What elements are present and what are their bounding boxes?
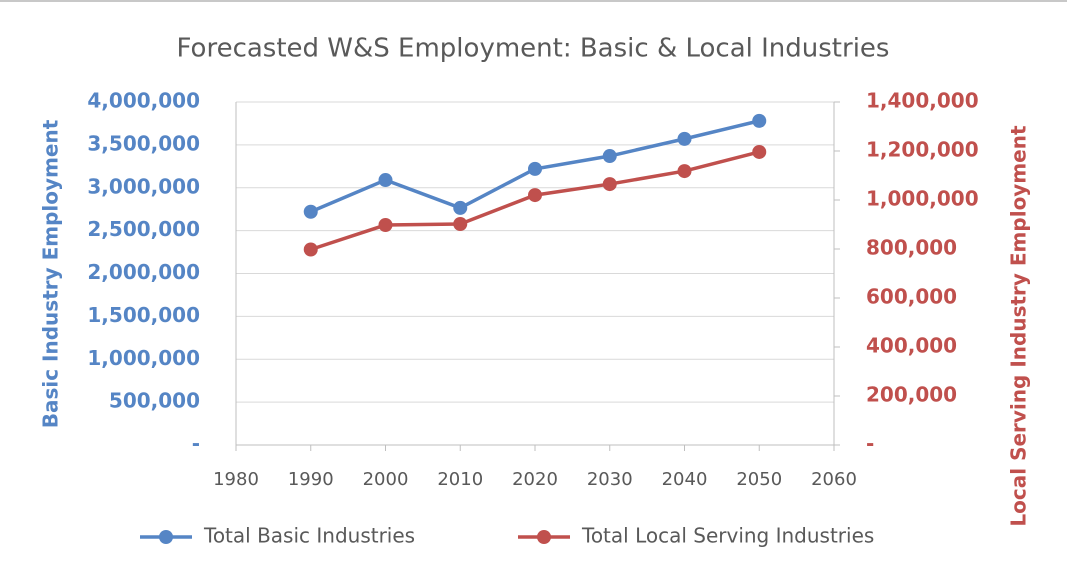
data-point <box>528 188 542 203</box>
x-tick-label: 2020 <box>512 469 558 490</box>
y2-axis-title: Local Serving Industry Employment <box>1007 125 1031 527</box>
data-point <box>602 177 617 192</box>
data-point <box>378 217 393 232</box>
y2-tick-label: 400,000 <box>866 334 957 358</box>
y-tick-label: 3,000,000 <box>87 174 200 198</box>
x-tick-label: 2050 <box>736 469 782 490</box>
y-tick-label: 1,500,000 <box>87 303 200 327</box>
y-tick-label: 2,000,000 <box>87 260 200 284</box>
x-tick-label: 2030 <box>587 469 633 490</box>
y2-tick-label: 600,000 <box>866 285 957 309</box>
y-tick-label: 500,000 <box>109 389 200 413</box>
x-tick-label: 1980 <box>213 469 259 490</box>
data-point <box>677 131 692 146</box>
legend-label: Total Basic Industries <box>203 524 415 548</box>
x-tick-label: 2040 <box>662 469 708 490</box>
legend-marker <box>159 530 173 544</box>
y2-tick-label: - <box>866 432 874 456</box>
y2-tick-label: 200,000 <box>866 383 957 407</box>
y2-tick-label: 1,000,000 <box>866 187 979 211</box>
legend-marker <box>537 530 551 544</box>
y-tick-label: - <box>192 432 200 456</box>
data-point <box>303 242 318 257</box>
data-point <box>378 173 393 188</box>
data-point <box>752 113 767 128</box>
data-point <box>303 204 318 219</box>
chart-title: Forecasted W&S Employment: Basic & Local… <box>177 34 890 64</box>
y-tick-label: 2,500,000 <box>87 217 200 241</box>
y2-tick-label: 1,400,000 <box>866 89 979 113</box>
y-tick-label: 3,500,000 <box>87 131 200 155</box>
y-axis-title: Basic Industry Employment <box>39 119 63 428</box>
x-tick-label: 2060 <box>811 469 857 490</box>
data-point <box>453 200 468 215</box>
data-point <box>677 164 692 179</box>
data-point <box>752 144 767 159</box>
y-tick-label: 4,000,000 <box>87 89 200 113</box>
x-tick-label: 2000 <box>363 469 409 490</box>
y-tick-label: 1,000,000 <box>87 346 200 370</box>
data-point <box>453 217 468 232</box>
data-point <box>602 149 617 164</box>
y2-tick-label: 800,000 <box>866 236 957 260</box>
x-tick-label: 2010 <box>437 469 483 490</box>
legend-label: Total Local Serving Industries <box>581 524 874 548</box>
x-tick-label: 1990 <box>288 469 334 490</box>
y2-tick-label: 1,200,000 <box>866 138 979 162</box>
data-point <box>528 161 542 176</box>
